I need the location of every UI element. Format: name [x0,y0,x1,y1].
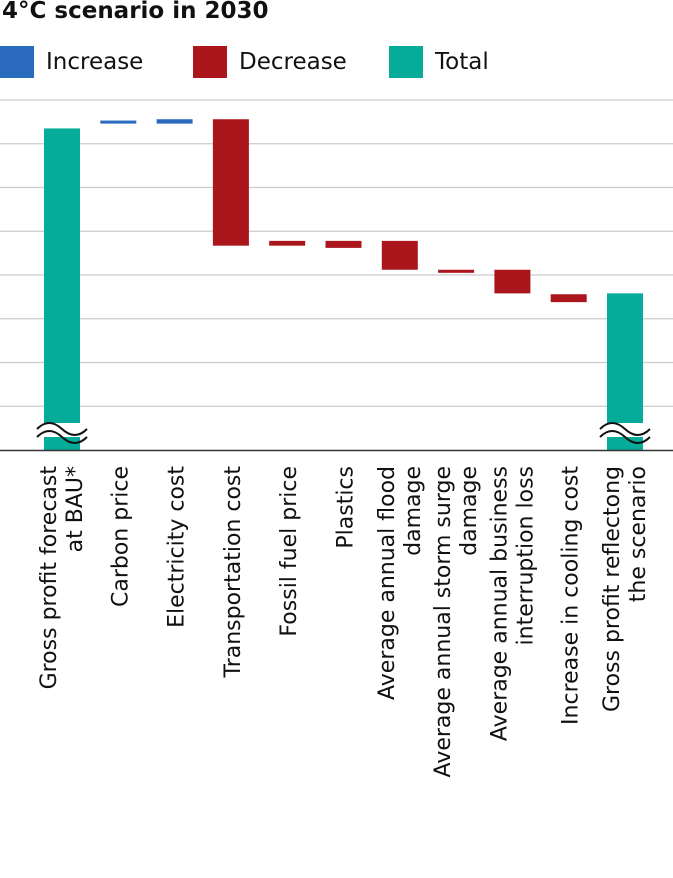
axis-break-mark [36,430,88,444]
bar-increase [100,120,137,124]
axis-break-mark [36,422,88,436]
x-tick-label-line: Average annual flood [375,466,400,700]
legend-label-decrease: Decrease [239,49,347,75]
x-tick-label: Carbon price [108,466,133,607]
bar-decrease [438,269,475,273]
legend-label-increase: Increase [46,49,144,75]
x-tick-label: Electricity cost [165,466,190,628]
chart-title: 4°C scenario in 2030 [2,0,269,24]
bar-decrease [550,294,587,303]
x-tick-label: Transportation cost [221,466,246,679]
x-tick-label-line: Electricity cost [165,466,190,628]
x-tick-label-line: damage [401,466,426,556]
x-tick-label-line: interruption loss [513,466,538,645]
axis-break-mark [599,430,651,444]
x-tick-labels: Gross profit forecastat BAU* Carbon price… [37,466,651,778]
bar-decrease [212,119,249,246]
bar-decrease [269,240,306,246]
legend-swatch-increase [0,46,34,78]
x-tick-label-line: damage [457,466,482,556]
x-tick-label-line: Plastics [334,466,359,549]
x-tick-label-line: at BAU* [63,466,88,552]
x-tick-label-line: Transportation cost [221,466,246,679]
x-tick-label: Increase in cooling cost [559,466,584,725]
x-tick-label-line: Gross profit reflectong [600,466,625,712]
axis-break-mark [599,422,651,436]
x-tick-label: Plastics [334,466,359,549]
x-tick-label-line: Fossil fuel price [277,466,302,637]
bar-decrease [381,240,418,270]
bar-increase [156,119,193,124]
x-tick-label-line: Average annual business [487,466,512,741]
legend-swatch-decrease [193,46,227,78]
x-tick-label: Average annual flooddamage [375,466,426,700]
x-tick-label-line: the scenario [626,466,651,602]
x-tick-label-line: Gross profit forecast [37,466,62,690]
x-tick-label-line: Average annual storm surge [431,466,456,777]
legend-swatch-total [389,46,423,78]
axis-breaks [36,422,651,444]
bar-decrease [325,240,362,248]
bar-decrease [494,269,531,294]
bar-total [44,128,80,450]
x-tick-label-line: Increase in cooling cost [559,466,584,725]
x-tick-label: Gross profit forecastat BAU* [37,466,88,690]
x-tick-label-line: Carbon price [108,466,133,607]
legend-label-total: Total [435,49,489,75]
grid-lines [0,99,673,407]
x-tick-label: Average annual businessinterruption loss [487,466,538,741]
bars [44,119,643,450]
x-tick-label: Average annual storm surgedamage [431,466,482,777]
x-tick-label: Gross profit reflectongthe scenario [600,466,651,712]
x-tick-label: Fossil fuel price [277,466,302,637]
